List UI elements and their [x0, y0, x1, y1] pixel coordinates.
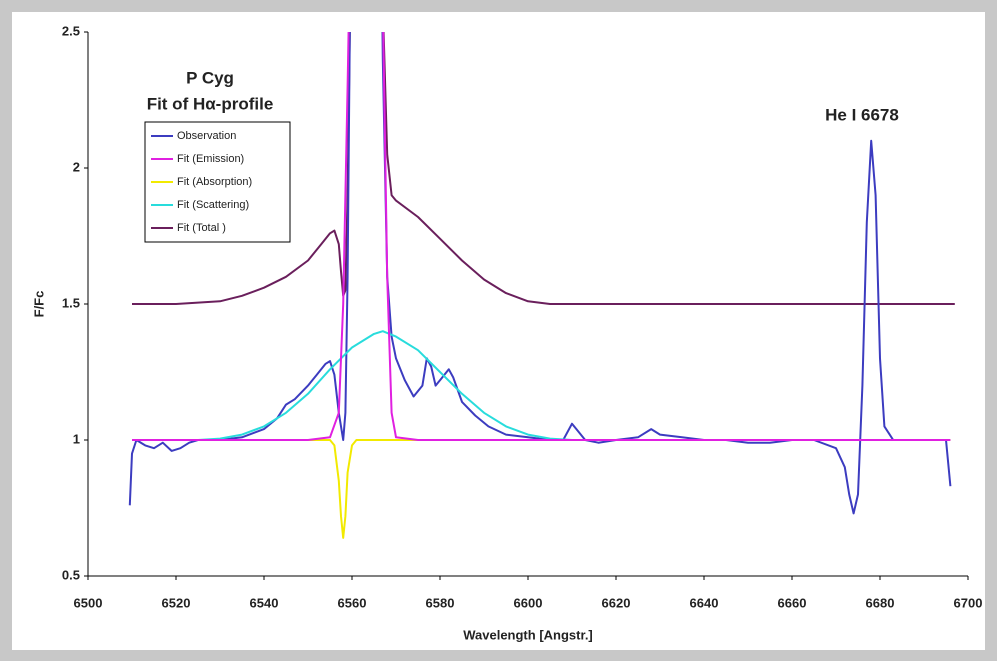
- series-line: [132, 330, 951, 441]
- x-tick-label: 6600: [514, 595, 543, 610]
- x-tick-label: 6680: [866, 595, 895, 610]
- x-tick-label: 6640: [690, 595, 719, 610]
- annotation: He I 6678: [825, 105, 899, 124]
- legend-label: Fit (Emission): [177, 153, 244, 165]
- x-tick-label: 6620: [602, 595, 631, 610]
- y-axis-label: F/Fc: [31, 291, 46, 318]
- legend-label: Fit (Absorption): [177, 176, 252, 188]
- x-tick-label: 6700: [954, 595, 983, 610]
- x-tick-label: 6500: [74, 595, 103, 610]
- y-tick-label: 1: [73, 431, 80, 446]
- y-tick-label: 2.5: [62, 23, 80, 38]
- series-line: [132, 32, 951, 441]
- x-tick-label: 6520: [162, 595, 191, 610]
- legend-label: Fit (Total ): [177, 222, 226, 234]
- x-tick-label: 6560: [338, 595, 367, 610]
- chart-background: [12, 12, 985, 650]
- y-tick-label: 2: [73, 159, 80, 174]
- x-tick-label: 6540: [250, 595, 279, 610]
- x-axis-label: Wavelength [Angstr.]: [463, 627, 593, 642]
- chart-subtitle: Fit of Hα-profile: [147, 94, 274, 113]
- plot-area: [128, 32, 955, 539]
- chart-title: P Cyg: [186, 68, 234, 87]
- legend-label: Fit (Scattering): [177, 199, 249, 211]
- series-line: [132, 439, 951, 539]
- legend: Observation Fit (Emission) Fit (Absorption…: [144, 121, 291, 243]
- x-tick-label: 6580: [426, 595, 455, 610]
- x-tick-label: 6660: [778, 595, 807, 610]
- legend-label: Observation: [177, 130, 236, 142]
- series-line: [132, 32, 955, 305]
- y-tick-label: 0.5: [62, 567, 80, 582]
- y-tick-label: 1.5: [62, 295, 80, 310]
